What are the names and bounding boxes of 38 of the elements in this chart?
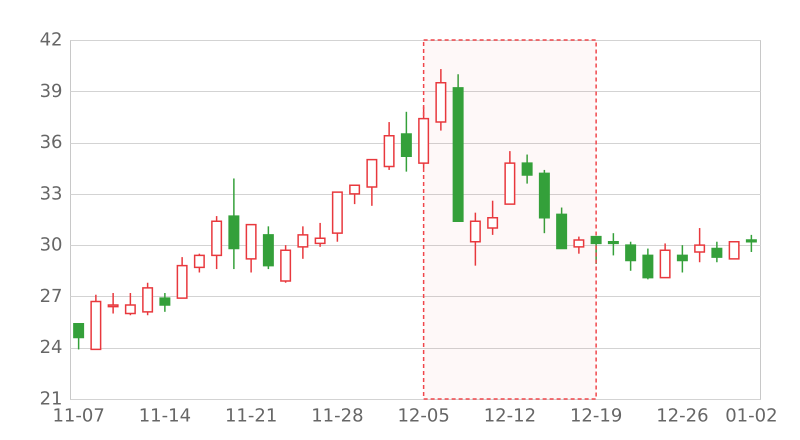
candlestick	[349, 184, 360, 205]
candlestick	[590, 236, 602, 265]
candlestick	[487, 200, 498, 236]
y-tick-label: 27	[40, 286, 62, 307]
x-tick-label: 12-19	[570, 406, 622, 426]
candlestick	[194, 252, 205, 274]
candlestick	[676, 244, 688, 274]
candlestick	[728, 240, 740, 260]
x-tick-label: 11-14	[138, 406, 192, 426]
candlestick	[108, 292, 119, 314]
candlestick	[711, 240, 722, 263]
x-tick-label: 12-26	[656, 406, 709, 426]
y-tick-label: 42	[40, 30, 62, 50]
y-tick-label: 39	[40, 80, 62, 102]
candlestick	[159, 292, 170, 313]
x-tick-label: 11-28	[311, 406, 364, 426]
candlestick	[314, 222, 326, 248]
y-tick-label: 33	[40, 183, 62, 204]
candlestick	[400, 111, 412, 172]
candlestick	[522, 154, 533, 184]
y-tick-label: 36	[40, 132, 62, 154]
candlestick	[470, 212, 481, 266]
x-tick-label: 12-12	[484, 406, 536, 426]
x-tick-label: 01-02	[725, 406, 778, 426]
candlestick	[694, 227, 706, 263]
x-tick-label: 11-21	[224, 406, 278, 426]
x-tick-label: 12-05	[397, 406, 450, 426]
candlestick	[73, 323, 84, 350]
candlestick	[642, 248, 654, 280]
candlestick	[297, 226, 308, 260]
candlestick	[573, 236, 584, 254]
candlestick	[746, 234, 757, 253]
y-tick-label: 24	[40, 337, 62, 358]
candlestick	[608, 232, 619, 256]
candlestick	[625, 240, 636, 272]
y-tick-label: 30	[40, 234, 62, 256]
candlestick	[124, 292, 136, 316]
candlestick	[142, 282, 154, 316]
